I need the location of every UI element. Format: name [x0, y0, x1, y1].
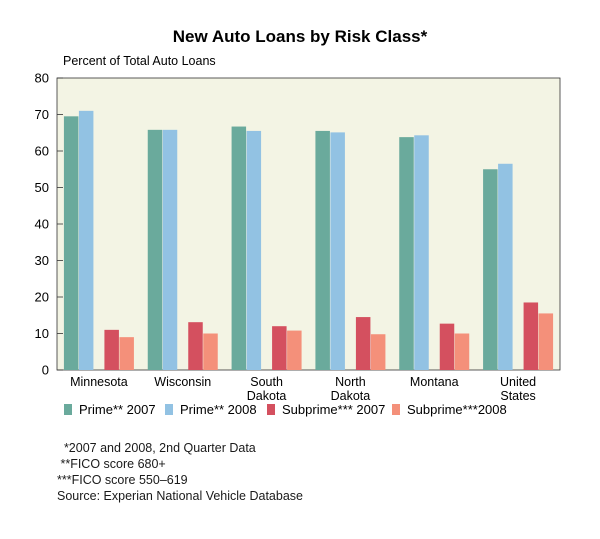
- legend: Prime** 2007 Prime** 2008 Subprime*** 2007…: [64, 402, 507, 417]
- chart-title: New Auto Loans by Risk Class*: [173, 27, 428, 46]
- x-category-label: Montana: [410, 375, 459, 389]
- x-axis: Minnesota Wisconsin SouthDakotaNorthDakota…: [70, 375, 536, 403]
- bar: [246, 130, 262, 370]
- plot-area: [56, 77, 561, 371]
- legend-swatch: [392, 404, 400, 415]
- bar: [538, 313, 554, 370]
- bar: [483, 169, 498, 370]
- y-tick-label: 60: [35, 144, 49, 159]
- legend-swatch: [267, 404, 275, 415]
- bar: [414, 135, 429, 370]
- y-tick-label: 80: [35, 71, 49, 86]
- bar: [523, 302, 539, 370]
- legend-swatch: [64, 404, 72, 415]
- bar: [104, 329, 119, 370]
- y-tick-label: 50: [35, 180, 49, 195]
- bar: [147, 129, 163, 370]
- x-category-label: Wisconsin: [154, 375, 211, 389]
- x-category-label: States: [500, 389, 535, 403]
- bar: [454, 333, 470, 370]
- chart-svg: New Auto Loans by Risk Class* Percent of…: [35, 27, 561, 417]
- y-tick-label: 70: [35, 107, 49, 122]
- y-tick-label: 20: [35, 290, 49, 305]
- y-tick-label: 30: [35, 253, 49, 268]
- bar: [399, 137, 414, 370]
- bar: [287, 330, 302, 370]
- bar: [498, 163, 513, 370]
- bar: [272, 326, 287, 370]
- bar: [203, 333, 218, 370]
- bars-layer: [63, 110, 554, 370]
- bar: [231, 126, 247, 370]
- y-tick-label: 10: [35, 326, 49, 341]
- x-category-label: Minnesota: [70, 375, 128, 389]
- bar: [355, 317, 371, 370]
- notes-block: *2007 and 2008, 2nd Quarter Data **FICO …: [57, 440, 303, 504]
- bar: [315, 130, 330, 370]
- y-tick-label: 0: [42, 363, 49, 378]
- legend-label: Prime** 2008: [180, 402, 257, 417]
- source-note: Source: Experian National Vehicle Databa…: [57, 489, 303, 503]
- x-category-label: United: [500, 375, 536, 389]
- legend-label: Subprime***2008: [407, 402, 507, 417]
- bar: [78, 110, 94, 370]
- footnote: *2007 and 2008, 2nd Quarter Data: [57, 441, 256, 455]
- bar: [188, 322, 203, 370]
- legend-label: Subprime*** 2007: [282, 402, 385, 417]
- footnote: **FICO score 680+: [57, 457, 166, 471]
- bar: [330, 132, 345, 370]
- y-axis: 0 10 20 30 40 50 60 70 80: [35, 71, 63, 378]
- footnote: ***FICO score 550–619: [57, 473, 188, 487]
- legend-swatch: [165, 404, 173, 415]
- bar: [162, 129, 178, 370]
- y-axis-label: Percent of Total Auto Loans: [63, 54, 216, 68]
- bar: [439, 323, 455, 370]
- legend-label: Prime** 2007: [79, 402, 156, 417]
- x-category-label: South: [250, 375, 283, 389]
- bar: [119, 337, 134, 370]
- x-category-label: Dakota: [247, 389, 287, 403]
- x-category-label: North: [335, 375, 366, 389]
- x-category-label: Dakota: [331, 389, 371, 403]
- bar: [370, 334, 386, 370]
- y-tick-label: 40: [35, 217, 49, 232]
- bar: [63, 116, 79, 370]
